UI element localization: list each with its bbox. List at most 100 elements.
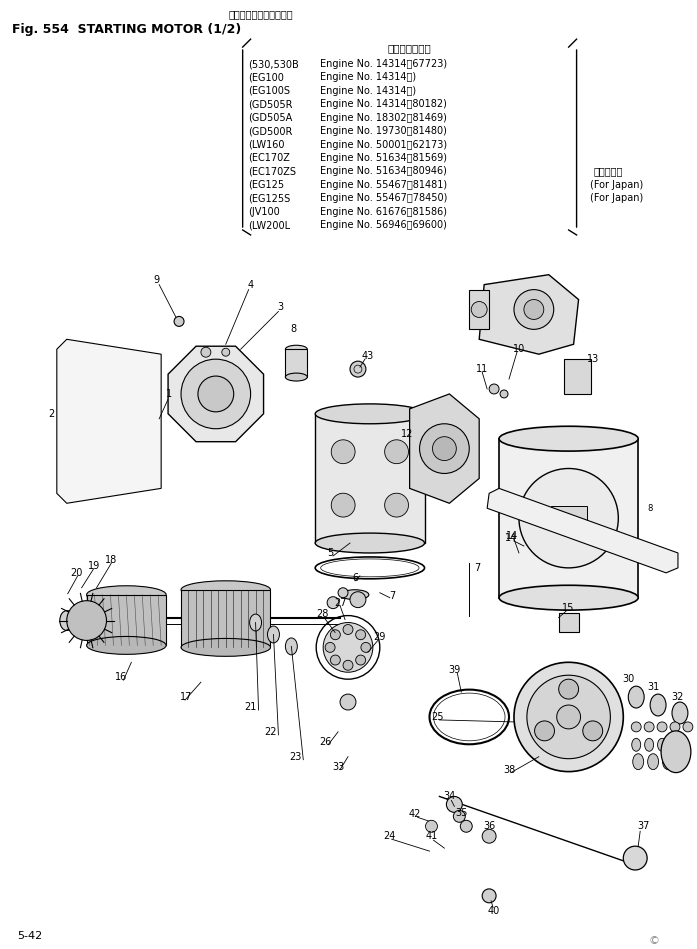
Text: (LW200L: (LW200L bbox=[249, 220, 291, 230]
Text: 6: 6 bbox=[352, 573, 358, 583]
Text: 14: 14 bbox=[505, 533, 517, 543]
Polygon shape bbox=[480, 274, 579, 354]
Text: (GD505R: (GD505R bbox=[249, 100, 293, 109]
Circle shape bbox=[338, 587, 348, 598]
Ellipse shape bbox=[285, 345, 307, 353]
Circle shape bbox=[683, 722, 693, 732]
Circle shape bbox=[514, 662, 623, 772]
Text: 22: 22 bbox=[264, 727, 277, 736]
Text: Engine No. 14314～80182): Engine No. 14314～80182) bbox=[320, 100, 447, 109]
Circle shape bbox=[631, 722, 641, 732]
Text: (EG125: (EG125 bbox=[249, 179, 285, 190]
Circle shape bbox=[330, 630, 340, 640]
Text: 43: 43 bbox=[362, 351, 374, 362]
Text: 18: 18 bbox=[105, 555, 118, 565]
Circle shape bbox=[201, 347, 211, 357]
Text: 8: 8 bbox=[648, 504, 653, 512]
Circle shape bbox=[670, 722, 680, 732]
Text: 41: 41 bbox=[425, 831, 438, 841]
Circle shape bbox=[500, 390, 508, 398]
Text: 12: 12 bbox=[401, 429, 414, 438]
Text: (GD505A: (GD505A bbox=[249, 113, 293, 122]
Bar bbox=[469, 289, 489, 329]
Ellipse shape bbox=[631, 738, 641, 752]
Circle shape bbox=[361, 642, 371, 652]
Circle shape bbox=[535, 721, 555, 741]
Ellipse shape bbox=[60, 610, 74, 630]
Text: Engine No. 50001～62173): Engine No. 50001～62173) bbox=[320, 140, 447, 150]
Text: 36: 36 bbox=[483, 821, 496, 831]
Text: 7: 7 bbox=[390, 590, 396, 601]
Ellipse shape bbox=[76, 611, 88, 629]
Text: (EG125S: (EG125S bbox=[249, 194, 291, 203]
Ellipse shape bbox=[499, 426, 638, 451]
Circle shape bbox=[489, 384, 499, 394]
Polygon shape bbox=[168, 346, 263, 441]
Ellipse shape bbox=[657, 738, 666, 752]
Ellipse shape bbox=[250, 614, 261, 631]
Text: 19: 19 bbox=[87, 561, 100, 571]
Circle shape bbox=[420, 424, 469, 474]
Polygon shape bbox=[410, 394, 480, 503]
Bar bbox=[86, 595, 166, 645]
Text: 15: 15 bbox=[562, 603, 575, 613]
Text: スターティング　モータ: スターティング モータ bbox=[228, 9, 293, 19]
Text: 13: 13 bbox=[588, 354, 599, 364]
Ellipse shape bbox=[86, 637, 166, 655]
Circle shape bbox=[482, 829, 496, 843]
Text: 5: 5 bbox=[327, 548, 333, 558]
Text: Engine No. 55467～78450): Engine No. 55467～78450) bbox=[320, 194, 447, 203]
Circle shape bbox=[385, 493, 408, 517]
Text: 21: 21 bbox=[245, 702, 256, 712]
Text: 3: 3 bbox=[277, 303, 284, 312]
Circle shape bbox=[331, 493, 355, 517]
Text: Fig. 554  STARTING MOTOR (1/2): Fig. 554 STARTING MOTOR (1/2) bbox=[12, 24, 241, 36]
Bar bbox=[181, 589, 270, 647]
Text: 23: 23 bbox=[289, 752, 302, 762]
Text: 5-42: 5-42 bbox=[17, 931, 43, 940]
Circle shape bbox=[432, 437, 457, 460]
Text: (530,530B: (530,530B bbox=[249, 59, 300, 69]
Ellipse shape bbox=[285, 638, 298, 655]
Text: 30: 30 bbox=[622, 674, 634, 684]
Ellipse shape bbox=[181, 581, 270, 599]
Circle shape bbox=[557, 705, 581, 729]
Text: Engine No. 56946～69600): Engine No. 56946～69600) bbox=[320, 220, 447, 230]
Text: 29: 29 bbox=[374, 632, 386, 642]
Ellipse shape bbox=[672, 702, 688, 724]
Text: Engine No. 14314～67723): Engine No. 14314～67723) bbox=[320, 59, 447, 69]
Text: 38: 38 bbox=[503, 765, 515, 774]
Bar bbox=[564, 359, 592, 394]
Circle shape bbox=[482, 889, 496, 902]
Circle shape bbox=[343, 661, 353, 670]
Text: 14: 14 bbox=[506, 531, 518, 541]
Text: 17: 17 bbox=[180, 692, 192, 702]
Circle shape bbox=[385, 439, 408, 464]
Text: 8: 8 bbox=[290, 325, 296, 334]
Circle shape bbox=[222, 348, 230, 356]
Ellipse shape bbox=[499, 586, 638, 610]
Text: Engine No. 51634～80946): Engine No. 51634～80946) bbox=[320, 166, 447, 177]
Text: (For Japan): (For Japan) bbox=[590, 194, 644, 203]
Ellipse shape bbox=[268, 626, 279, 642]
Circle shape bbox=[67, 601, 107, 641]
Circle shape bbox=[327, 597, 339, 608]
Text: 11: 11 bbox=[476, 364, 489, 374]
Text: 40: 40 bbox=[488, 905, 500, 916]
Text: Engine No. 19730～81480): Engine No. 19730～81480) bbox=[320, 126, 447, 136]
Circle shape bbox=[426, 820, 438, 832]
Text: (LW160: (LW160 bbox=[249, 140, 285, 150]
Text: 25: 25 bbox=[431, 712, 444, 722]
Text: 33: 33 bbox=[332, 762, 344, 772]
Text: 32: 32 bbox=[672, 692, 684, 702]
Ellipse shape bbox=[285, 373, 307, 381]
Text: 適　用　号　機: 適 用 号 機 bbox=[388, 43, 431, 53]
Text: (EG100S: (EG100S bbox=[249, 85, 291, 96]
Ellipse shape bbox=[648, 754, 659, 770]
Ellipse shape bbox=[650, 694, 666, 716]
Circle shape bbox=[583, 721, 603, 741]
Circle shape bbox=[514, 289, 553, 329]
Circle shape bbox=[331, 439, 355, 464]
Ellipse shape bbox=[671, 738, 680, 752]
Ellipse shape bbox=[341, 589, 369, 600]
